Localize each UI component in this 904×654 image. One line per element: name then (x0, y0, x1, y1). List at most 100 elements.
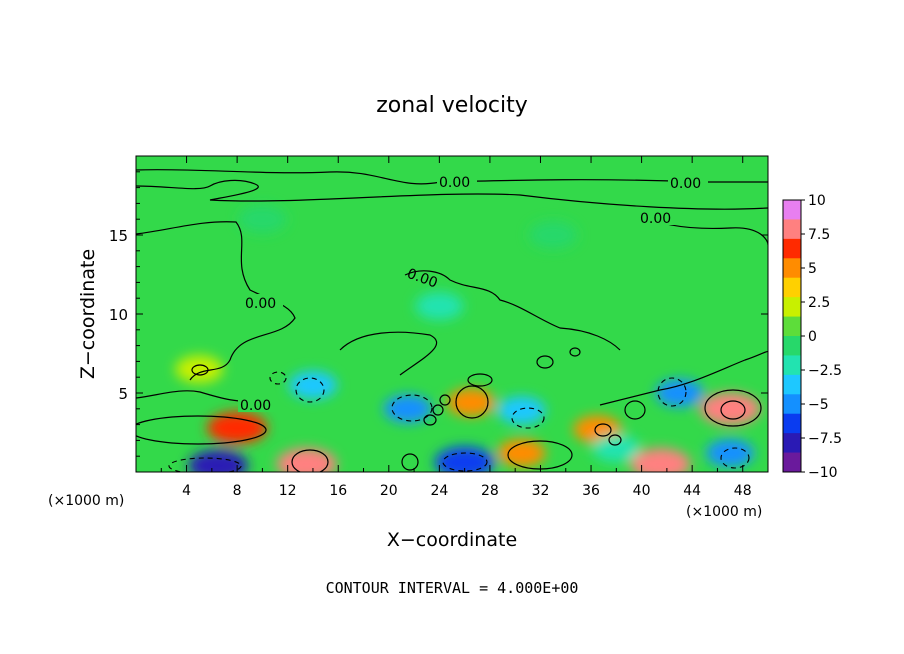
contour-lines-dashed (168, 371, 750, 472)
x-axis-label: X−coordinate (387, 529, 517, 551)
x-unit-right: (×1000 m) (686, 504, 762, 520)
colorbar-tick-label: −10 (808, 465, 838, 481)
x-unit-left: (×1000 m) (48, 493, 124, 509)
contour-line (720, 400, 746, 420)
velocity-cell (415, 292, 464, 321)
chart-title: zonal velocity (376, 93, 528, 118)
velocity-cell (655, 379, 704, 407)
contour-line-negative (295, 377, 325, 403)
contour-line (136, 169, 768, 185)
velocity-cell (446, 388, 495, 417)
colorbar-swatch (783, 394, 801, 415)
x-tick-label: 20 (380, 483, 398, 499)
velocity-cell (188, 449, 249, 472)
velocity-cell (276, 448, 337, 472)
velocity-cell (383, 394, 432, 423)
velocity-cell (497, 396, 546, 425)
contour-line (455, 385, 489, 419)
y-axis: 5 10 15 (109, 171, 768, 457)
velocity-cell (238, 205, 287, 234)
contour-line (624, 400, 646, 420)
x-tick-label: 12 (279, 483, 297, 499)
contour-line (704, 389, 762, 427)
contour-line (569, 347, 581, 357)
contour-line (439, 394, 451, 406)
contour-line (536, 355, 554, 369)
contour-line-negative (391, 394, 433, 422)
colorbar-tick-label: −5 (808, 397, 829, 413)
x-tick-label: 36 (582, 483, 600, 499)
y-tick-label: 10 (109, 306, 128, 324)
x-tick-label: 48 (734, 483, 752, 499)
y-axis-label: Z−coordinate (77, 249, 99, 379)
contour-line-negative (657, 377, 687, 407)
colorbar-swatch (783, 336, 801, 356)
contour-line (291, 449, 329, 472)
colorbar-swatch (783, 433, 801, 454)
colorbar-tick-label: 7.5 (808, 227, 830, 243)
contour-line (136, 415, 267, 445)
x-tick-label: 16 (329, 483, 347, 499)
x-tick-label: 24 (430, 483, 448, 499)
contour-line (599, 350, 768, 406)
velocity-cell (630, 448, 691, 472)
contour-line (432, 404, 444, 416)
contour-line (339, 331, 438, 376)
contour-line (191, 364, 209, 376)
velocity-cell (592, 434, 641, 463)
velocity-cell (175, 355, 224, 384)
colorbar-tick-label: 5 (808, 261, 817, 277)
contour-interval-note: CONTOUR INTERVAL = 4.000E+00 (326, 579, 579, 597)
contour-line-negative (168, 457, 242, 472)
colorbar-tick-label: −7.5 (808, 431, 842, 447)
x-tick-label: 8 (233, 483, 242, 499)
contour-line (608, 434, 622, 446)
velocity-cell (288, 371, 337, 400)
contour-line-negative (720, 447, 750, 469)
contour-line-negative (511, 407, 545, 429)
x-tick-label: 28 (481, 483, 499, 499)
colorbar-swatch (783, 238, 801, 259)
velocity-cell (434, 446, 495, 472)
contour-label: 0.00 (245, 296, 276, 312)
y-tick-label: 5 (118, 385, 128, 403)
colorbar-swatch (783, 452, 801, 473)
colorbar-tick-label: −2.5 (808, 363, 842, 379)
colorbar-swatch (783, 374, 801, 395)
velocity-cell (706, 439, 755, 468)
contour-line (404, 270, 621, 351)
contour-label: 0.00 (439, 175, 470, 191)
velocity-cell (529, 221, 578, 249)
contour-label: 0.00 (670, 176, 701, 192)
contour-line (423, 414, 437, 426)
colorbar: 10 7.5 5 2.5 0 −2.5 −5 −7.5 −10 (782, 193, 842, 481)
colorbar-tick-label: 10 (808, 193, 826, 209)
contour-line-negative (269, 371, 287, 385)
colorbar-swatch (783, 413, 801, 434)
x-axis: 4 8 12 16 20 24 28 32 36 40 44 48 (160, 156, 752, 499)
contour-line (401, 453, 419, 471)
colorbar-swatch (783, 277, 801, 298)
contour-line-negative (442, 452, 488, 472)
x-tick-label: 40 (633, 483, 651, 499)
colorbar-tick-label: 2.5 (808, 295, 830, 311)
plot-area: 0.00 0.00 0.00 0.00 0.00 0.00 (136, 156, 768, 472)
contour-line (136, 179, 768, 210)
colorbar-swatch (783, 200, 801, 220)
x-tick-label: 4 (182, 483, 191, 499)
velocity-cell (700, 392, 761, 425)
contour-label: 0.00 (640, 211, 671, 227)
x-tick-label: 44 (683, 483, 701, 499)
contour-line (594, 423, 612, 437)
colorbar-swatch (783, 316, 801, 337)
x-tick-label: 32 (532, 483, 550, 499)
velocity-cell (207, 411, 268, 444)
colorbar-swatch (783, 258, 801, 279)
colorbar-swatch (783, 297, 801, 318)
y-tick-label: 15 (109, 227, 128, 245)
contour-label: 0.00 (240, 398, 271, 414)
colorbar-swatch (783, 219, 801, 240)
contour-line (467, 373, 493, 387)
colorbar-tick-label: 0 (808, 329, 817, 345)
